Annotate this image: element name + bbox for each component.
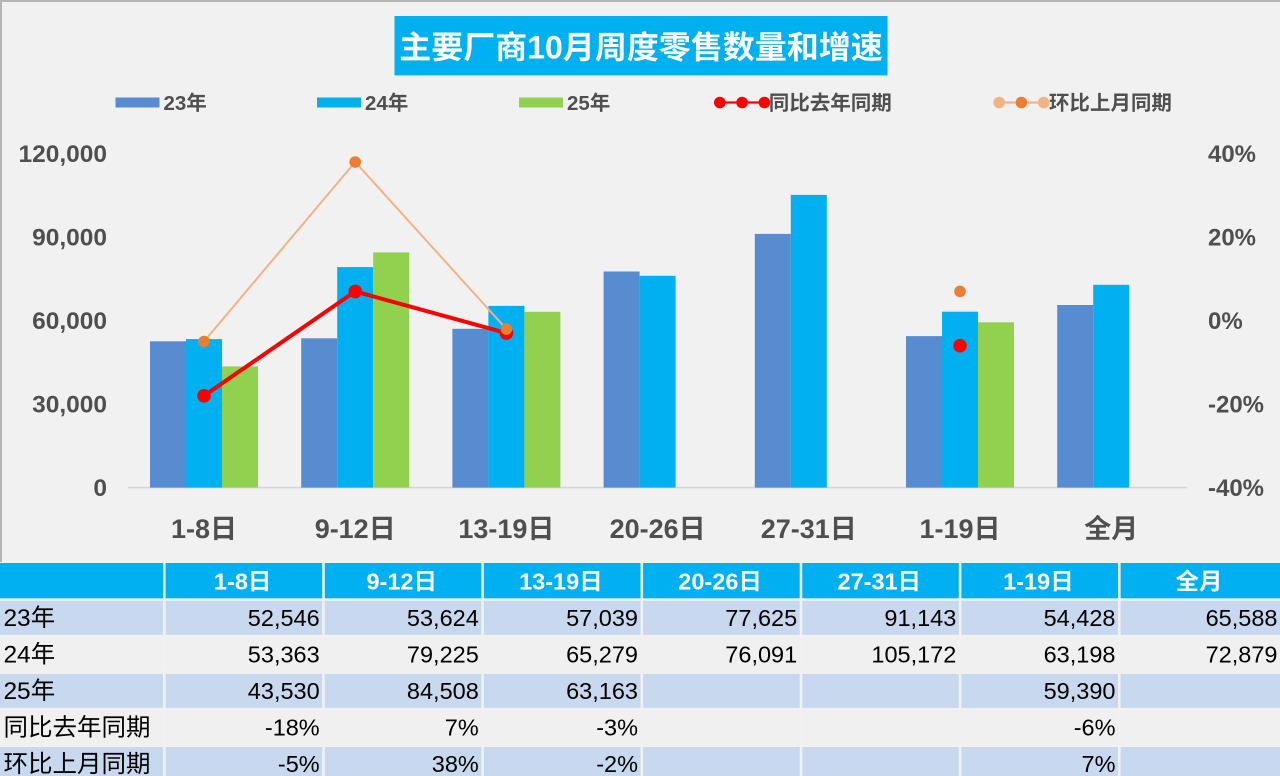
svg-text:1-8: 1-8	[214, 569, 248, 595]
svg-text:23: 23	[4, 605, 31, 632]
svg-text:7%: 7%	[445, 715, 479, 741]
svg-text:30,000: 30,000	[32, 392, 107, 419]
svg-text:120,000: 120,000	[19, 141, 108, 168]
svg-text:1-8: 1-8	[171, 514, 210, 544]
svg-text:24: 24	[4, 642, 31, 669]
svg-text:53,363: 53,363	[248, 642, 320, 668]
svg-text:65,588: 65,588	[1206, 605, 1278, 631]
svg-text:54,428: 54,428	[1044, 605, 1116, 631]
svg-text:38%: 38%	[432, 751, 479, 776]
svg-text:20-26: 20-26	[678, 569, 738, 595]
svg-text:53,624: 53,624	[407, 605, 479, 631]
svg-text:59,390: 59,390	[1044, 678, 1116, 704]
svg-text:-2%: -2%	[596, 751, 638, 776]
svg-text:43,530: 43,530	[248, 678, 320, 704]
svg-text:60,000: 60,000	[32, 308, 107, 335]
svg-text:20-26: 20-26	[610, 514, 679, 544]
svg-text:76,091: 76,091	[725, 642, 797, 668]
svg-text:7%: 7%	[1082, 751, 1116, 776]
svg-text:27-31: 27-31	[838, 569, 898, 595]
svg-text:24: 24	[365, 92, 388, 115]
svg-text:63,198: 63,198	[1044, 642, 1116, 668]
svg-text:20%: 20%	[1208, 225, 1256, 252]
svg-text:-3%: -3%	[596, 715, 638, 741]
svg-text:13-19: 13-19	[458, 514, 527, 544]
svg-text:72,879: 72,879	[1206, 642, 1278, 668]
svg-text:0: 0	[93, 475, 107, 502]
svg-text:57,039: 57,039	[566, 605, 638, 631]
svg-text:0%: 0%	[1208, 308, 1243, 335]
svg-text:1-19: 1-19	[920, 514, 974, 544]
svg-text:9-12: 9-12	[367, 569, 414, 595]
svg-text:9-12: 9-12	[315, 514, 369, 544]
svg-text:25: 25	[567, 92, 590, 115]
svg-text:65,279: 65,279	[566, 642, 638, 668]
svg-text:90,000: 90,000	[32, 225, 107, 252]
svg-text:10: 10	[527, 30, 563, 66]
svg-text:-5%: -5%	[278, 751, 320, 776]
svg-text:-18%: -18%	[265, 715, 320, 741]
svg-text:63,163: 63,163	[566, 678, 638, 704]
svg-text:91,143: 91,143	[884, 605, 956, 631]
svg-text:79,225: 79,225	[407, 642, 479, 668]
svg-text:25: 25	[4, 678, 31, 705]
svg-text:1-19: 1-19	[1003, 569, 1050, 595]
svg-text:23: 23	[164, 92, 187, 115]
svg-text:27-31: 27-31	[761, 514, 830, 544]
svg-text:105,172: 105,172	[871, 642, 956, 668]
svg-text:-20%: -20%	[1208, 392, 1264, 419]
svg-text:84,508: 84,508	[407, 678, 479, 704]
svg-text:13-19: 13-19	[519, 569, 579, 595]
svg-text:52,546: 52,546	[248, 605, 320, 631]
svg-text:40%: 40%	[1208, 141, 1256, 168]
svg-text:-40%: -40%	[1208, 475, 1264, 502]
svg-text:-6%: -6%	[1074, 715, 1116, 741]
svg-text:77,625: 77,625	[725, 605, 797, 631]
